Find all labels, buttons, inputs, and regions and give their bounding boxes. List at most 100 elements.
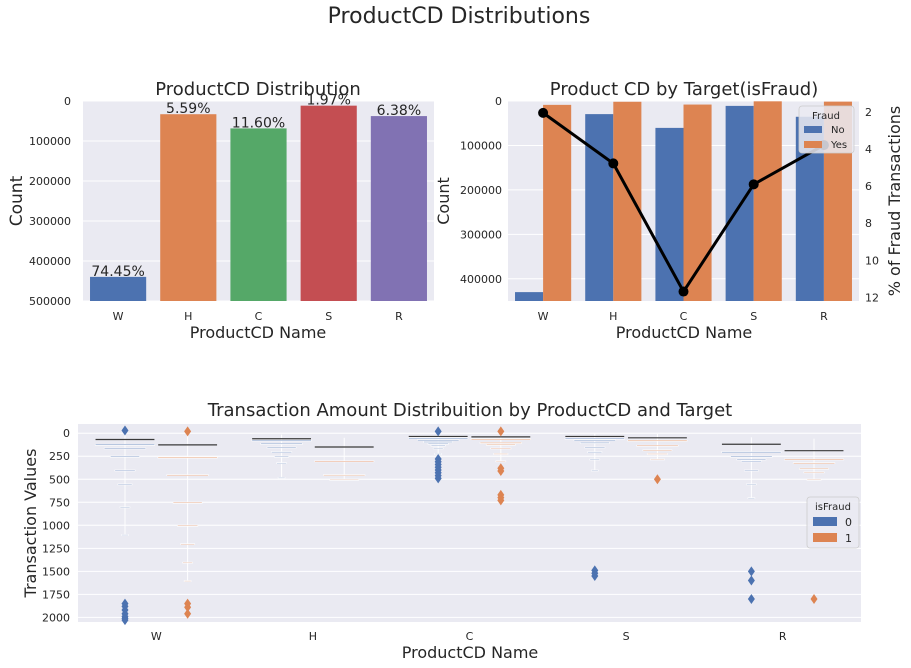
box-level xyxy=(740,460,762,463)
legend: isFraud 0 1 xyxy=(806,496,860,549)
outlier-marker xyxy=(810,593,818,604)
box-level xyxy=(172,501,203,504)
legend-title: Fraud xyxy=(812,111,840,122)
y-axis-label: Count xyxy=(434,177,453,225)
box-level xyxy=(117,483,133,486)
bar xyxy=(90,276,147,301)
chart-productcd-distribution: 74.45% 5.59% 11.60% 1.97% 6.38% 0 100000 20000… xyxy=(7,79,434,342)
bar-labels: 74.45% 5.59% 11.60% 1.97% 6.38% xyxy=(91,93,421,280)
box-level xyxy=(271,451,293,453)
box-level xyxy=(783,458,845,461)
legend-label-no: No xyxy=(831,125,845,136)
box-level xyxy=(423,441,454,443)
box-level xyxy=(646,453,668,455)
bar xyxy=(515,292,544,301)
y-tick-label: 0 xyxy=(495,95,502,108)
y-tick-label: 200000 xyxy=(460,184,502,197)
box-level xyxy=(94,443,156,446)
y-tick-label: 200000 xyxy=(29,175,71,188)
y-tick-label: 300000 xyxy=(460,228,502,241)
box-level xyxy=(470,438,531,441)
bar xyxy=(585,114,614,301)
x-tick-label: S xyxy=(750,310,757,323)
x-tick-label: R xyxy=(779,630,787,643)
box-level xyxy=(584,446,606,449)
y-tick-label: 0 xyxy=(64,95,71,108)
bar-label: 5.59% xyxy=(166,101,210,117)
legend-title: isFraud xyxy=(815,502,851,513)
chart-title: Transaction Amount Distribuition by Prod… xyxy=(207,400,732,421)
box-level xyxy=(627,439,688,442)
bar xyxy=(753,101,782,301)
legend: Fraud No Yes xyxy=(798,105,855,154)
bar xyxy=(655,127,684,301)
outlier-marker xyxy=(184,602,192,613)
secondary-y-tick-label: 6 xyxy=(865,180,872,193)
box-level xyxy=(251,439,312,442)
box-level xyxy=(590,469,599,472)
x-tick-label: H xyxy=(184,310,192,323)
box-level xyxy=(180,543,196,546)
y-tick-label: 400000 xyxy=(460,273,502,286)
box-level xyxy=(119,506,131,509)
box-level xyxy=(266,446,297,449)
box-level xyxy=(103,447,147,450)
box-level xyxy=(430,444,446,447)
secondary-y-tick-label: 10 xyxy=(865,254,879,267)
x-tick-label: C xyxy=(255,310,263,323)
box-level xyxy=(121,534,129,536)
x-tick-label: C xyxy=(466,630,474,643)
y-tick-label: 500 xyxy=(49,473,70,486)
y-tick-label: 300000 xyxy=(29,215,71,228)
legend-swatch-no xyxy=(804,126,822,133)
y-tick-label: 1250 xyxy=(42,542,70,555)
box-level xyxy=(806,478,822,481)
y-tick-label: 400000 xyxy=(29,255,71,268)
chart-transaction-amount-boxen: 0 250 500 750 1000 1250 1500 1750 2000 W H C S R Tra… xyxy=(21,400,861,662)
box-level xyxy=(110,455,140,458)
legend-label-yes: Yes xyxy=(830,140,847,151)
box-level xyxy=(792,462,836,464)
bar xyxy=(300,105,357,301)
x-axis-label: ProductCD Name xyxy=(402,643,539,662)
x-axis-label: ProductCD Name xyxy=(616,323,753,342)
box-level xyxy=(564,437,625,440)
fraud-rate-point xyxy=(608,158,619,169)
box-level xyxy=(490,447,512,450)
box-level xyxy=(495,460,507,463)
box-level xyxy=(323,474,366,476)
y-axis-label: Transaction Values xyxy=(21,449,40,599)
x-tick-label: R xyxy=(395,310,403,323)
x-tick-label: C xyxy=(680,310,688,323)
bar-label: 6.38% xyxy=(377,103,421,119)
y-tick-label: 0 xyxy=(63,427,70,440)
outlier-marker xyxy=(747,575,755,586)
box-level xyxy=(746,483,757,486)
legend-label-1: 1 xyxy=(845,532,852,545)
box-level xyxy=(649,458,665,461)
box-level xyxy=(183,580,192,582)
box-level xyxy=(260,443,303,445)
box-level xyxy=(721,451,782,453)
outlier-marker xyxy=(184,608,192,619)
bar-label: 11.60% xyxy=(232,115,285,131)
x-tick-label: H xyxy=(609,310,617,323)
box-level xyxy=(803,471,825,474)
secondary-y-tick-label: 8 xyxy=(865,217,872,230)
box-level xyxy=(730,455,773,458)
box-level xyxy=(479,442,522,444)
outlier-marker xyxy=(497,465,505,476)
outliers xyxy=(121,425,818,626)
box-level xyxy=(114,469,136,472)
outlier-marker xyxy=(434,426,442,437)
outlier-marker xyxy=(747,566,755,577)
secondary-y-tick-labels: 2 4 6 8 10 12 xyxy=(865,106,879,304)
outlier-marker xyxy=(497,495,505,506)
x-tick-label: W xyxy=(538,310,549,323)
y-tick-labels: 0 100000 200000 300000 400000 xyxy=(460,95,502,286)
bar xyxy=(160,114,217,302)
x-tick-label: S xyxy=(623,630,630,643)
